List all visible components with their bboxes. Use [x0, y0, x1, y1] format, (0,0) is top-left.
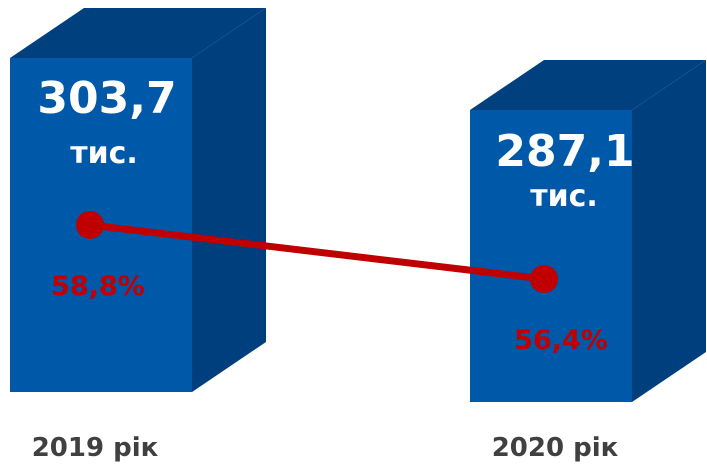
bar-2019-top: [10, 8, 266, 58]
bar-2019: [10, 8, 266, 392]
bar-2020-value-label: 287,1: [495, 126, 634, 177]
bar-2020-side: [632, 60, 706, 402]
bar-2020-top: [470, 60, 706, 110]
bar-2019-side: [192, 8, 266, 392]
bar-2019-unit-label: тис.: [70, 136, 138, 171]
bar-2019-value-label: 303,7: [37, 73, 176, 124]
bar-2020: [470, 60, 706, 402]
bar-2020-unit-label: тис.: [530, 179, 598, 214]
share-point-2019: [76, 211, 104, 239]
share-trend-line: [89, 221, 545, 283]
category-label-2019: 2019 рік: [32, 433, 159, 463]
share-2019-label: 58,8%: [51, 271, 145, 302]
category-label-2020: 2020 рік: [492, 433, 619, 463]
bar-2020-front: [470, 110, 632, 402]
share-point-2020: [530, 265, 558, 293]
share-2020-label: 56,4%: [514, 325, 608, 356]
